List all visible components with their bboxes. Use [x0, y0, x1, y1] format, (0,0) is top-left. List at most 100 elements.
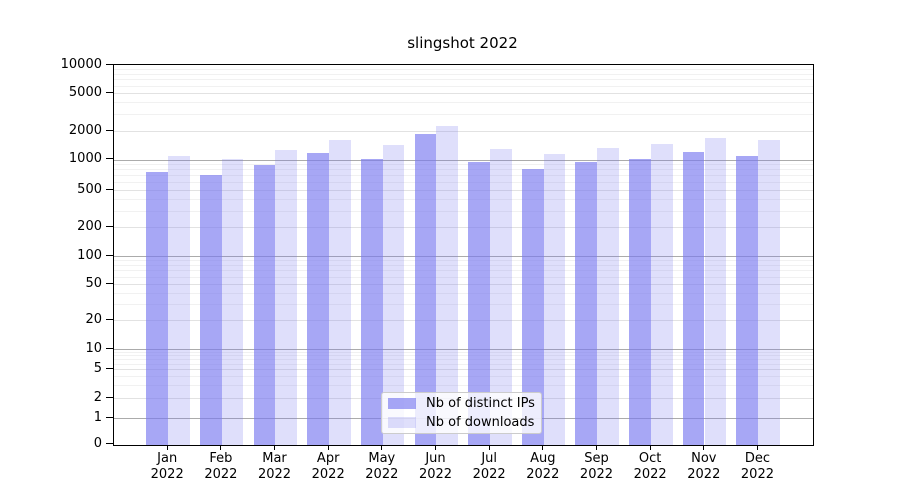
- minor-gridline: [114, 174, 813, 176]
- y-tick-mark: [106, 282, 113, 284]
- bar-distinct-ips-feb: [199, 174, 222, 445]
- gridline: [114, 189, 813, 191]
- x-tick-mark: [595, 445, 597, 450]
- y-tick-mark: [106, 318, 113, 320]
- minor-gridline: [114, 114, 813, 116]
- gridline: [114, 319, 813, 321]
- bar-distinct-ips-jan: [146, 171, 168, 445]
- bar-distinct-ips-apr: [307, 153, 329, 445]
- y-tick-label: 2000: [68, 123, 102, 139]
- gridline: [114, 93, 813, 95]
- bar-distinct-ips-sep: [575, 161, 598, 445]
- y-tick-label: 1: [93, 409, 102, 425]
- y-tick-label: 0: [93, 436, 102, 451]
- legend-label-downloads: Nb of downloads: [426, 414, 535, 430]
- bar-downloads-mar: [275, 150, 297, 445]
- x-tick-mark: [381, 445, 383, 450]
- bar-distinct-ips-aug: [521, 169, 544, 445]
- x-tick-label: Dec 2022: [740, 451, 774, 482]
- y-tick-label: 10000: [60, 56, 102, 72]
- legend-item-distinct-ips: Nb of distinct IPs: [388, 395, 535, 413]
- legend-item-downloads: Nb of downloads: [388, 413, 535, 431]
- minor-gridline: [114, 265, 813, 267]
- bar-downloads-jun: [436, 125, 458, 445]
- bar-downloads-aug: [543, 154, 566, 445]
- y-tick-label: 50: [85, 275, 102, 291]
- minor-gridline: [114, 85, 813, 87]
- y-tick-label: 500: [77, 181, 102, 197]
- y-tick-label: 5000: [68, 85, 102, 101]
- gridline: [114, 368, 813, 370]
- minor-gridline: [114, 303, 813, 305]
- bar-distinct-ips-dec: [736, 156, 759, 445]
- y-tick-mark: [106, 130, 113, 132]
- y-tick-label: 10: [85, 340, 102, 356]
- minor-gridline: [114, 198, 813, 200]
- x-tick-label: Jun 2022: [418, 451, 453, 482]
- gridline: [114, 227, 813, 229]
- y-tick-mark: [106, 63, 113, 65]
- bar-downloads-may: [382, 144, 405, 445]
- major-gridline: [114, 256, 813, 258]
- y-tick-label: 1000: [68, 151, 102, 167]
- bar-downloads-oct: [650, 143, 673, 445]
- bar-downloads-jul: [489, 149, 512, 445]
- bar-downloads-jan: [167, 156, 190, 445]
- minor-gridline: [114, 260, 813, 262]
- legend-label-distinct-ips: Nb of distinct IPs: [426, 396, 535, 412]
- bar-distinct-ips-jun: [414, 134, 437, 445]
- minor-gridline: [114, 385, 813, 387]
- y-tick-label: 5: [93, 360, 102, 376]
- minor-gridline: [114, 210, 813, 212]
- minor-gridline: [114, 270, 813, 272]
- y-tick-mark: [106, 226, 113, 228]
- bar-downloads-feb: [221, 158, 244, 445]
- minor-gridline: [114, 376, 813, 378]
- y-tick-mark: [106, 416, 113, 418]
- x-tick-label: Nov 2022: [687, 451, 721, 482]
- x-tick-mark: [220, 445, 222, 450]
- x-tick-mark: [649, 445, 651, 450]
- bar-distinct-ips-may: [360, 158, 383, 445]
- chart-title: slingshot 2022: [407, 34, 518, 52]
- minor-gridline: [114, 351, 813, 353]
- y-tick-mark: [106, 92, 113, 94]
- x-tick-mark: [703, 445, 705, 450]
- minor-gridline: [114, 363, 813, 365]
- bar-downloads-apr: [328, 140, 351, 445]
- minor-gridline: [114, 359, 813, 361]
- y-tick-label: 2: [93, 390, 102, 406]
- bar-downloads-sep: [597, 147, 619, 445]
- x-tick-label: Feb 2022: [204, 451, 238, 482]
- minor-gridline: [114, 102, 813, 104]
- x-tick-label: Apr 2022: [311, 451, 345, 482]
- legend: Nb of distinct IPs Nb of downloads: [381, 392, 542, 434]
- y-tick-mark: [106, 347, 113, 349]
- y-tick-mark: [106, 367, 113, 369]
- bar-downloads-dec: [758, 140, 780, 445]
- x-tick-mark: [542, 445, 544, 450]
- minor-gridline: [114, 68, 813, 70]
- x-tick-label: Jul 2022: [472, 451, 506, 482]
- y-tick-label: 100: [77, 248, 102, 264]
- y-tick-label: 200: [77, 219, 102, 235]
- minor-gridline: [114, 355, 813, 357]
- x-tick-mark: [274, 445, 276, 450]
- bar-distinct-ips-oct: [629, 159, 651, 445]
- plot-area: Nb of distinct IPs Nb of downloads: [113, 64, 814, 446]
- bar-distinct-ips-jul: [468, 161, 490, 445]
- legend-swatch-downloads-icon: [388, 416, 416, 428]
- x-tick-mark: [435, 445, 436, 450]
- major-gridline: [114, 348, 813, 350]
- minor-gridline: [114, 181, 813, 183]
- gridline: [114, 131, 813, 133]
- major-gridline: [114, 159, 813, 161]
- minor-gridline: [114, 276, 813, 278]
- x-tick-mark: [756, 445, 758, 450]
- y-tick-mark: [106, 188, 113, 190]
- bar-downloads-nov: [704, 137, 727, 445]
- bar-distinct-ips-mar: [253, 165, 276, 445]
- x-tick-label: Aug 2022: [526, 451, 560, 482]
- legend-swatch-distinct-ips-icon: [388, 398, 416, 410]
